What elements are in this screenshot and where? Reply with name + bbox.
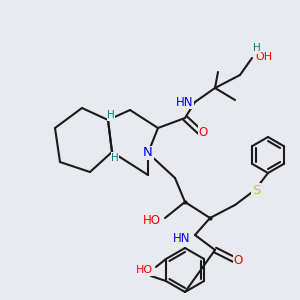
Text: HO: HO [136,265,153,275]
Text: N: N [143,146,153,160]
Text: HN: HN [176,95,193,109]
Text: O: O [198,125,208,139]
Text: H: H [111,153,119,163]
Text: O: O [233,254,243,266]
Text: S: S [252,184,260,196]
Text: H: H [253,43,261,53]
Text: H: H [107,110,115,120]
Text: OH: OH [255,52,272,62]
Text: HN: HN [172,232,190,244]
Text: HO: HO [143,214,161,226]
